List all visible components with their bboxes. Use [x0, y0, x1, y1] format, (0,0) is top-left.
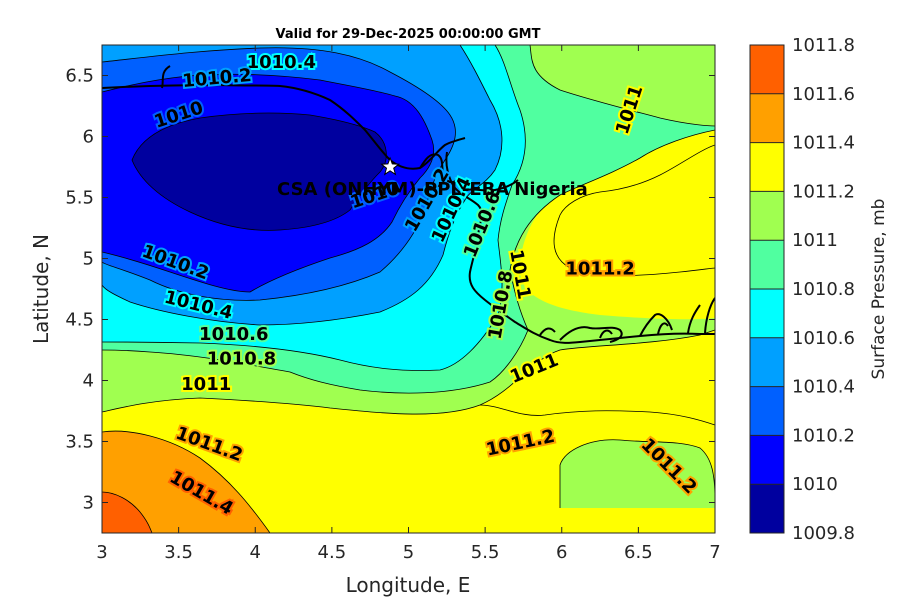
- isoline: [131, 112, 387, 231]
- colorbar-swatch: [750, 435, 784, 485]
- x-axis-ticks: 3 3.5 4 4.5 5 5.5 6 6.5 7: [96, 45, 721, 563]
- contour-label: 1011.2: [565, 258, 634, 279]
- coast-line: [464, 179, 519, 192]
- colorbar-tick-label: 1011.2: [792, 181, 855, 202]
- isoline: [479, 404, 715, 426]
- y-axis-ticks: 3 3.5 4 4.5 5 5.5 6 6.5: [65, 66, 715, 514]
- colorbar-tick-label: 1009.8: [792, 523, 855, 544]
- coastline: [102, 65, 715, 344]
- isoline: [102, 45, 503, 326]
- isoline: [102, 45, 526, 371]
- y-tick-label: 3: [83, 493, 94, 514]
- isoline: [102, 73, 435, 293]
- colorbar-tick-label: 1010.6: [792, 328, 855, 349]
- colorbar-tick-label: 1011.4: [792, 133, 855, 154]
- annotations: CSA (ONHYM)-PPL-EBA Nigeria: [277, 179, 588, 200]
- band-1011-6: [102, 492, 152, 533]
- y-tick-label: 5: [83, 249, 94, 270]
- colorbar-swatch: [750, 191, 784, 241]
- colorbar: 1009.8 1010 1010.2 1010.4 1010.6 1010.8 1011 10…: [749, 35, 855, 544]
- colorbar-swatch: [750, 386, 784, 436]
- colorbar-swatch: [750, 484, 784, 533]
- coast-line: [539, 322, 669, 339]
- isoline: [102, 329, 715, 415]
- colorbar-label: Surface Pressure, mb: [869, 199, 889, 380]
- coast-line: [639, 297, 715, 337]
- band-1011-2-north: [554, 145, 715, 276]
- x-tick-label: 4: [250, 542, 261, 563]
- chart-title: Valid for 29-Dec-2025 00:00:00 GMT: [276, 27, 541, 42]
- x-tick-label: 4.5: [318, 542, 347, 563]
- x-tick-label: 3.5: [164, 542, 193, 563]
- x-tick-label: 7: [709, 542, 720, 563]
- contour-label: 1010.8: [207, 349, 276, 370]
- colorbar-swatch: [750, 337, 784, 387]
- x-tick-label: 6.5: [624, 542, 653, 563]
- isoline: [102, 47, 456, 301]
- colorbar-tick-label: 1011: [792, 230, 838, 251]
- y-tick-label: 5.5: [65, 188, 94, 209]
- band-1009-8: [132, 113, 387, 231]
- colorbar-swatch: [750, 45, 784, 94]
- x-tick-label: 5: [403, 542, 414, 563]
- colorbar-tick-label: 1011.8: [792, 35, 855, 56]
- x-tick-label: 3: [96, 542, 107, 563]
- coast-line: [559, 326, 623, 343]
- band-1011-4: [102, 431, 270, 533]
- border-line: [445, 151, 715, 344]
- isoline: [559, 439, 715, 508]
- band-1011-0-east: [560, 439, 715, 508]
- x-axis-label: Longitude, E: [346, 573, 471, 597]
- isoline: [102, 491, 153, 533]
- colorbar-tick-label: 1010: [792, 474, 838, 495]
- site-star: [380, 156, 401, 176]
- contour-label: 1010.4: [247, 52, 316, 73]
- location-annotation: CSA (ONHYM)-PPL-EBA: [277, 179, 509, 200]
- isoline: [102, 129, 715, 394]
- colorbar-swatch: [750, 240, 784, 289]
- x-tick-label: 6: [556, 542, 567, 563]
- isoline: [529, 45, 715, 127]
- contour-label: 1011: [181, 374, 231, 395]
- colorbar-tick-label: 1010.8: [792, 279, 855, 300]
- colorbar-tick-label: 1010.2: [792, 425, 855, 446]
- location-annotation: Nigeria: [514, 179, 588, 200]
- colorbar-swatch: [750, 93, 784, 143]
- y-tick-label: 6: [83, 127, 94, 148]
- y-tick-label: 4: [83, 371, 94, 392]
- colorbar-swatch: [750, 142, 784, 192]
- y-tick-label: 6.5: [65, 66, 94, 87]
- contour-lines: [102, 45, 715, 533]
- colorbar-tick-label: 1011.6: [792, 84, 855, 105]
- contour-label: 1010.6: [199, 324, 268, 345]
- y-tick-label: 3.5: [65, 432, 94, 453]
- coast-line: [102, 83, 466, 170]
- isoline: [553, 144, 715, 277]
- isoline: [102, 430, 271, 533]
- contour-field: [102, 45, 715, 533]
- y-tick-label: 4.5: [65, 310, 94, 331]
- x-tick-label: 5.5: [471, 542, 500, 563]
- colorbar-tick-label: 1010.4: [792, 377, 855, 398]
- colorbar-swatch: [750, 289, 784, 338]
- site-marker: [380, 156, 401, 176]
- y-axis-label: Latitude, N: [29, 234, 53, 344]
- coast-line: [161, 65, 171, 89]
